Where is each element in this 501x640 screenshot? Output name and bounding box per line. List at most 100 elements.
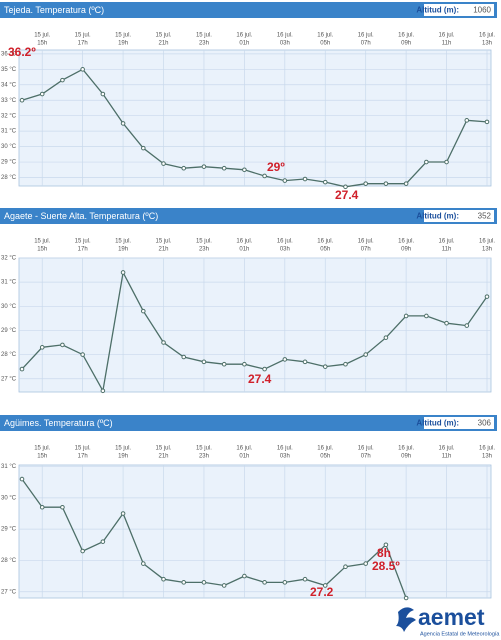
x-tick-label: 15h [37, 41, 47, 47]
series-line [21, 68, 488, 188]
data-point [363, 352, 368, 357]
data-point [39, 504, 45, 510]
x-tick-label: 03h [280, 41, 290, 47]
x-tick-label: 15 jul. [75, 33, 91, 39]
data-point [363, 561, 368, 566]
x-tick-label: 11h [442, 41, 452, 47]
data-point [343, 361, 348, 367]
chart-panel: Agüimes. Temperatura (ºC) Altitud (m): 306… [0, 415, 497, 601]
x-tick-label: 21h [159, 41, 169, 47]
annotation: 28.5º [372, 559, 400, 573]
y-tick-label: 34 °C [1, 82, 17, 88]
data-point [302, 576, 308, 582]
data-point [322, 179, 328, 185]
x-tick-label: 05h [320, 247, 330, 253]
panel-header [0, 208, 497, 224]
altitude-label: Altitud (m): [416, 212, 459, 221]
data-point [464, 118, 470, 123]
x-tick-label: 07h [361, 247, 371, 253]
x-tick-label: 16 jul. [317, 33, 333, 39]
x-tick-label: 16 jul. [439, 446, 455, 452]
x-tick-label: 11h [442, 454, 452, 460]
series-line [21, 478, 407, 599]
x-tick-label: 16 jul. [236, 239, 252, 245]
x-tick-label: 16 jul. [398, 446, 414, 452]
altitude-label: Altitud (m): [416, 6, 459, 15]
x-tick-label: 13h [482, 454, 492, 460]
x-tick-label: 15h [37, 454, 47, 460]
y-tick-label: 32 °C [1, 113, 17, 119]
x-tick-label: 16 jul. [398, 33, 414, 39]
data-point [282, 357, 288, 362]
x-tick-label: 16 jul. [439, 239, 455, 245]
data-point [444, 159, 449, 165]
data-point [343, 564, 348, 570]
data-point [19, 476, 25, 482]
x-tick-label: 15 jul. [156, 33, 172, 39]
data-point [242, 167, 247, 173]
x-tick-label: 16 jul. [277, 239, 293, 245]
x-tick-label: 21h [159, 454, 169, 460]
x-tick-label: 15 jul. [196, 33, 212, 39]
data-point [19, 366, 25, 372]
annotation: 27.4 [248, 372, 272, 386]
data-point [282, 580, 288, 585]
x-tick-label: 16 jul. [479, 33, 495, 39]
x-tick-label: 23h [199, 247, 209, 253]
x-tick-label: 19h [118, 41, 128, 47]
data-point [242, 573, 247, 579]
panel-header [0, 2, 497, 18]
data-point [403, 181, 409, 186]
y-tick-label: 30 °C [1, 304, 17, 310]
data-point [221, 165, 227, 171]
x-tick-label: 16 jul. [236, 33, 252, 39]
x-tick-label: 01h [239, 41, 249, 47]
data-point [80, 67, 85, 72]
x-tick-label: 07h [361, 454, 371, 460]
x-tick-label: 15 jul. [75, 446, 91, 452]
x-tick-label: 16 jul. [277, 33, 293, 39]
y-tick-label: 33 °C [1, 98, 17, 104]
panel-header [0, 415, 497, 431]
data-point [80, 352, 85, 357]
x-tick-label: 16 jul. [398, 239, 414, 245]
plot-area [18, 257, 492, 393]
data-point [60, 504, 65, 510]
annotation: 36.2º [8, 45, 36, 59]
data-point [424, 313, 429, 319]
x-tick-label: 15h [37, 247, 47, 253]
x-tick-label: 16 jul. [358, 33, 374, 39]
data-point [80, 548, 85, 554]
x-tick-label: 05h [320, 454, 330, 460]
x-tick-label: 15 jul. [196, 239, 212, 245]
data-point [100, 91, 106, 97]
data-point [201, 164, 207, 169]
plot-area [18, 49, 492, 187]
data-point [343, 184, 348, 190]
data-point [39, 345, 45, 350]
altitude-label: Altitud (m): [416, 419, 459, 428]
x-tick-label: 01h [239, 247, 249, 253]
data-point [484, 294, 490, 299]
y-tick-label: 27 °C [1, 589, 17, 595]
data-point [181, 165, 187, 171]
y-tick-label: 28 °C [1, 558, 17, 564]
data-point [100, 388, 106, 394]
x-tick-label: 09h [401, 247, 411, 253]
x-tick-label: 05h [320, 41, 330, 47]
annotation: 8h [377, 546, 391, 560]
logo-icon [396, 607, 416, 632]
x-tick-label: 21h [159, 247, 169, 253]
x-tick-label: 15 jul. [75, 239, 91, 245]
altitude-box [424, 210, 494, 222]
chart-panel: Agaete - Suerte Alta. Temperatura (ºC) Al… [0, 208, 497, 394]
x-tick-label: 17h [78, 454, 88, 460]
x-tick-label: 13h [482, 247, 492, 253]
data-point [221, 361, 227, 367]
x-tick-label: 13h [482, 41, 492, 47]
x-tick-label: 16 jul. [358, 446, 374, 452]
chart-title: Tejeda. Temperatura (ºC) [4, 5, 104, 15]
data-point [242, 361, 247, 367]
x-tick-label: 16 jul. [439, 33, 455, 39]
